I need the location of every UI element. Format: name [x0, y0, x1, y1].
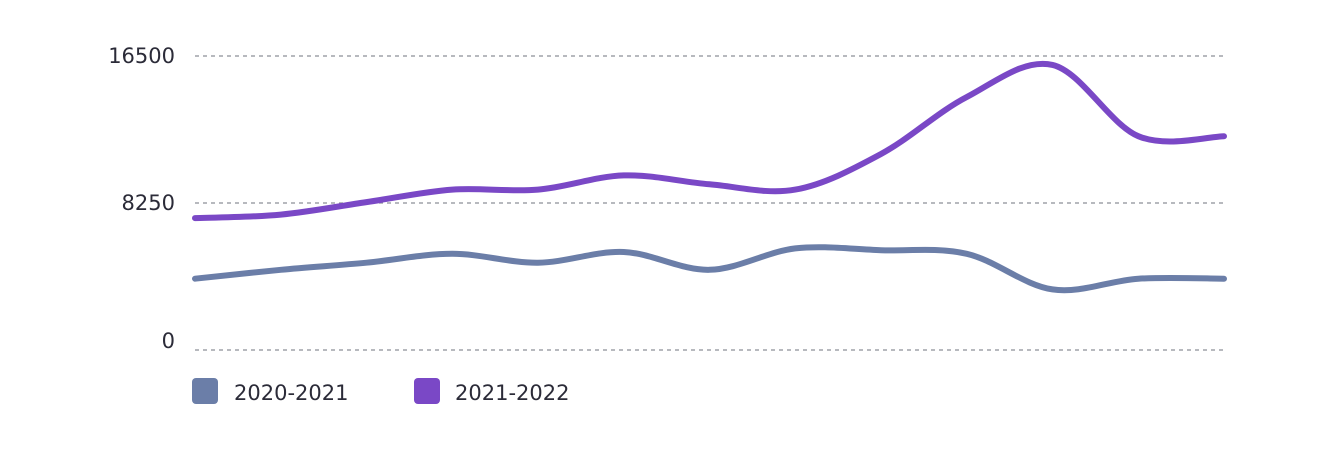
legend-label: 2020-2021 [234, 381, 348, 405]
legend-item-2021-2022[interactable]: 2021-2022 [414, 378, 569, 405]
series-line-2021-2022 [192, 60, 1227, 222]
y-axis-ticks: 0 8250 16500 [108, 44, 175, 353]
series-layer [192, 60, 1227, 294]
legend-label: 2021-2022 [455, 381, 569, 405]
legend-swatch [414, 378, 440, 404]
legend: 2020-2021 2021-2022 [192, 378, 569, 405]
legend-item-2020-2021[interactable]: 2020-2021 [192, 378, 348, 405]
legend-swatch [192, 378, 218, 404]
y-tick-label-16500: 16500 [108, 44, 175, 68]
y-tick-label-8250: 8250 [122, 191, 175, 215]
series-line-2020-2021 [192, 244, 1227, 294]
y-tick-label-0: 0 [162, 329, 175, 353]
